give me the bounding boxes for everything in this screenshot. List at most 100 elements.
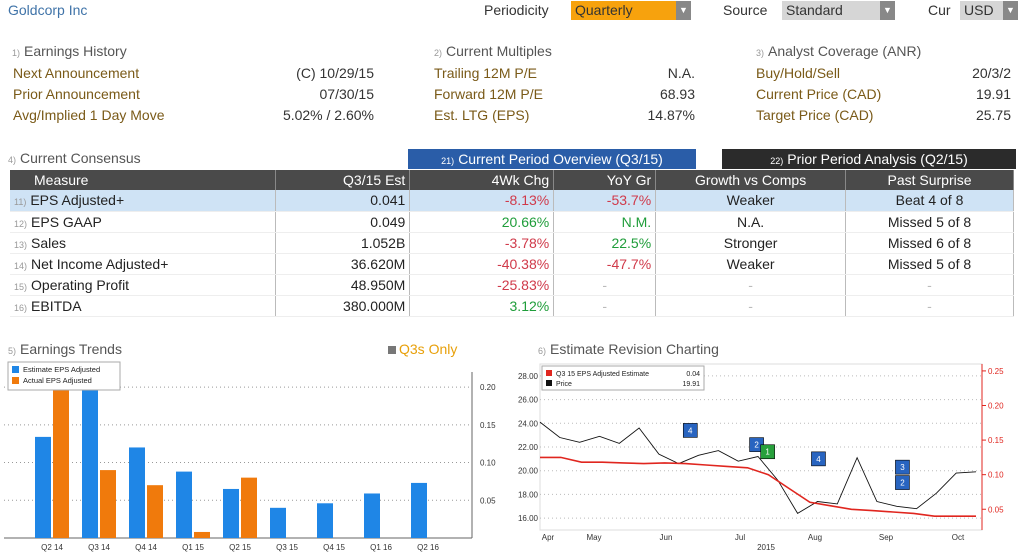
legend-label: Price — [556, 381, 572, 388]
estimate-value: 0.049 — [275, 211, 411, 233]
bar-estimate — [82, 379, 98, 538]
left-tick-label: 26.00 — [518, 396, 539, 405]
source-dropdown[interactable]: Standard ▼ — [782, 1, 895, 20]
section-number: 2) — [434, 48, 443, 58]
measure-name: Sales — [31, 234, 67, 251]
chg-value: 20.66% — [409, 211, 555, 233]
measure-name: Net Income Adjusted+ — [31, 255, 169, 272]
col-growth-vs-comps[interactable]: Growth vs Comps — [655, 170, 847, 190]
revision-marker — [811, 451, 826, 467]
trailing-pe-value: N.A. — [667, 65, 695, 81]
x-tick-label: Sep — [879, 533, 894, 542]
bar-actual — [100, 470, 116, 538]
table-row[interactable]: 12) EPS GAAP 0.049 20.66% N.M. N.A. Misse… — [10, 211, 1014, 233]
comps-value: N.A. — [655, 211, 847, 233]
col-estimate[interactable]: Q3/15 Est — [275, 170, 411, 190]
revision-marker — [895, 459, 910, 475]
current-multiples-title[interactable]: 2) Current Multiples — [434, 43, 552, 59]
estimate-line — [540, 456, 976, 517]
currency-dropdown[interactable]: USD ▼ — [960, 1, 1018, 20]
bar-actual — [194, 531, 210, 538]
row-number: 14) — [14, 260, 28, 271]
chg-value: 3.12% — [409, 295, 555, 317]
earnings-trends-title[interactable]: 5) Earnings Trends — [8, 341, 122, 357]
right-tick-label: 0.10 — [988, 471, 1004, 480]
revision-marker — [682, 423, 698, 438]
estimate-value: 48.950M — [275, 274, 411, 296]
y-tick-label: 0.10 — [480, 459, 496, 468]
surprise-value: - — [845, 295, 1014, 317]
x-tick-label: Oct — [952, 533, 965, 542]
periodicity-value: Quarterly — [575, 2, 633, 18]
table-row[interactable]: 15) Operating Profit 48.950M -25.83% - - … — [10, 274, 1014, 296]
bar-actual — [241, 477, 257, 538]
ltg-label: Est. LTG (EPS) — [434, 107, 530, 123]
x-tick-label: Q3 14 — [88, 543, 110, 552]
earnings-history-title[interactable]: 1) Earnings History — [12, 43, 127, 59]
estimate-revision-title[interactable]: 6) Estimate Revision Charting — [538, 341, 719, 357]
yoy-value: -47.7% — [553, 253, 657, 275]
section-title-text: Analyst Coverage (ANR) — [768, 43, 922, 59]
price-line — [539, 421, 977, 515]
section-number: 1) — [12, 48, 21, 58]
current-consensus-title[interactable]: 4) Current Consensus — [8, 150, 141, 166]
day-move-label: Avg/Implied 1 Day Move — [13, 107, 165, 123]
section-title-text: Earnings History — [24, 43, 127, 59]
left-tick-label: 24.00 — [518, 419, 539, 428]
left-tick-label: 16.00 — [518, 514, 539, 523]
measure-name: Operating Profit — [31, 276, 130, 293]
bar-estimate — [317, 503, 333, 538]
target-price-value: 25.75 — [975, 107, 1011, 123]
bar-estimate — [35, 436, 51, 538]
trailing-pe-label: Trailing 12M P/E — [434, 65, 537, 81]
q3s-only-toggle[interactable]: Q3s Only — [388, 341, 457, 357]
section-title-text: Earnings Trends — [20, 341, 122, 357]
left-tick-label: 20.00 — [518, 467, 539, 476]
comps-value: - — [655, 274, 847, 296]
x-tick-label: Q1 15 — [182, 543, 204, 552]
table-row[interactable]: 13) Sales 1.052B -3.78% 22.5% Stronger Mi… — [10, 232, 1014, 254]
table-row[interactable]: 14) Net Income Adjusted+ 36.620M -40.38% … — [10, 253, 1014, 275]
legend-swatch-estimate — [12, 366, 19, 373]
y-tick-label: 0.20 — [480, 383, 496, 392]
section-number: 4) — [8, 155, 17, 165]
surprise-value: - — [845, 274, 1014, 296]
row-number: 16) — [14, 302, 28, 313]
col-yoy-gr[interactable]: YoY Gr — [553, 170, 657, 190]
periodicity-dropdown[interactable]: Quarterly ▼ — [571, 1, 691, 20]
estimate-value: 36.620M — [275, 253, 411, 275]
legend-swatch — [546, 380, 552, 386]
comps-value: Weaker — [655, 190, 847, 212]
left-tick-label: 28.00 — [518, 372, 539, 381]
col-4wk-chg[interactable]: 4Wk Chg — [409, 170, 555, 190]
current-price-value: 19.91 — [975, 86, 1011, 102]
tab-label: Current Period Overview (Q3/15) — [458, 151, 663, 167]
measure-name: EPS GAAP — [31, 213, 102, 230]
forward-pe-value: 68.93 — [659, 86, 695, 102]
x-tick-label: Q2 15 — [229, 543, 251, 552]
buy-hold-sell-label: Buy/Hold/Sell — [756, 65, 841, 81]
table-header-row: Measure Q3/15 Est 4Wk Chg YoY Gr Growth … — [10, 170, 1014, 190]
table-row[interactable]: 16) EBITDA 380.000M 3.12% - - - — [10, 295, 1014, 317]
yoy-value: 22.5% — [553, 232, 657, 254]
left-tick-label: 18.00 — [518, 490, 539, 499]
table-row[interactable]: 11) EPS Adjusted+ 0.041 -8.13% -53.7% Wea… — [10, 190, 1014, 212]
row-number: 12) — [14, 218, 28, 229]
tab-prior-period[interactable]: 22) Prior Period Analysis (Q2/15) — [722, 149, 1016, 169]
estimate-value: 380.000M — [275, 295, 411, 317]
legend-swatch — [546, 370, 552, 376]
col-past-surprise[interactable]: Past Surprise — [845, 170, 1014, 190]
next-announcement-value: (C) 10/29/15 — [296, 65, 374, 81]
col-measure[interactable]: Measure — [10, 170, 277, 190]
comps-value: Weaker — [655, 253, 847, 275]
analyst-coverage-title[interactable]: 3) Analyst Coverage (ANR) — [756, 43, 921, 59]
checkbox-icon — [388, 346, 396, 354]
tab-current-period[interactable]: 21) Current Period Overview (Q3/15) — [408, 149, 696, 169]
surprise-value: Missed 5 of 8 — [845, 211, 1014, 233]
x-tick-label: Apr — [542, 533, 555, 542]
yoy-value: - — [553, 274, 657, 296]
row-number: 15) — [14, 281, 28, 292]
legend-value: 0.04 — [686, 371, 700, 378]
legend-box — [7, 361, 121, 391]
tab-number: 21) — [441, 156, 455, 166]
